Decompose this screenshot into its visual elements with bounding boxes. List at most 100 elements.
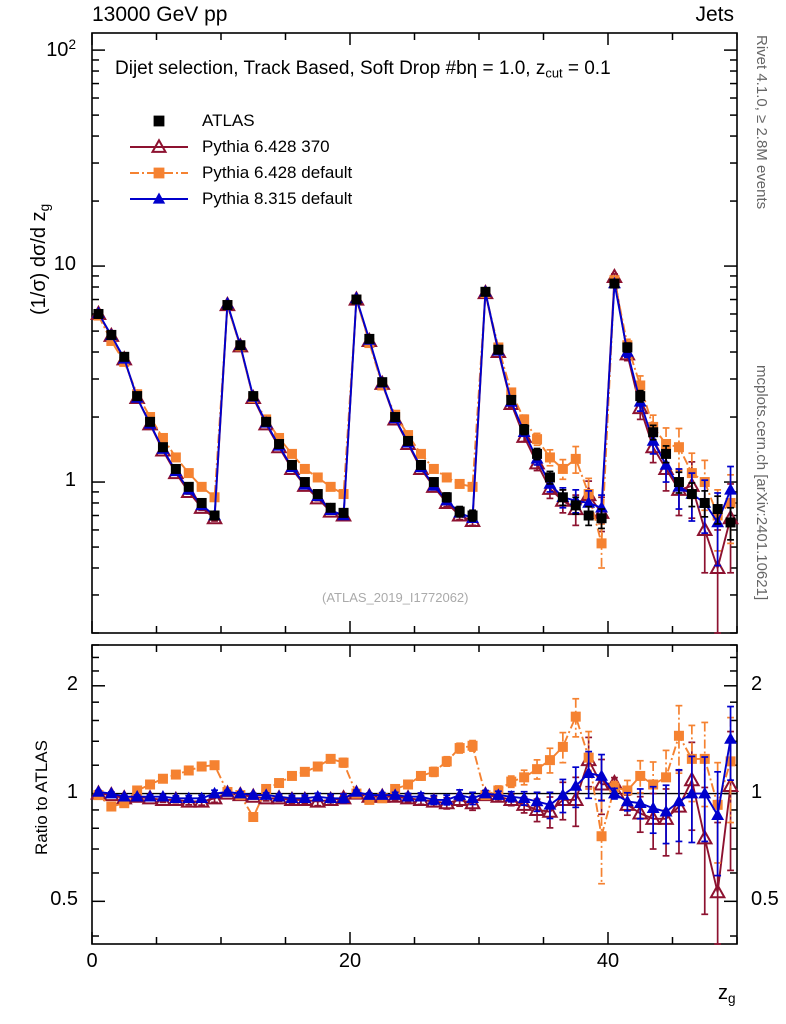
data-marker	[415, 770, 426, 781]
data-marker	[543, 798, 557, 810]
data-marker	[544, 755, 555, 766]
data-marker	[299, 766, 310, 777]
data-marker	[196, 497, 207, 508]
legend-item[interactable]: ATLAS	[128, 108, 352, 134]
legend-item[interactable]: Pythia 6.428 370	[128, 134, 352, 160]
data-marker	[466, 791, 479, 804]
data-marker	[248, 812, 259, 823]
ratio-y-tick-label: 1	[751, 780, 763, 803]
data-marker	[659, 804, 673, 817]
data-marker	[119, 798, 130, 809]
data-marker	[106, 801, 117, 812]
data-marker	[325, 753, 336, 764]
data-marker	[635, 391, 646, 402]
data-marker	[106, 335, 117, 346]
data-marker	[208, 786, 221, 799]
data-marker	[364, 333, 375, 344]
data-marker	[570, 500, 581, 511]
data-marker	[312, 472, 323, 483]
data-marker	[169, 791, 183, 804]
series-line	[97, 276, 732, 572]
data-marker	[170, 769, 181, 780]
data-marker	[375, 788, 389, 800]
data-marker	[106, 329, 117, 340]
data-marker	[557, 741, 568, 752]
data-marker	[596, 513, 607, 524]
data-marker	[699, 497, 710, 508]
data-marker	[156, 789, 170, 802]
data-marker	[298, 791, 312, 804]
data-marker	[696, 829, 714, 845]
data-marker	[648, 779, 659, 790]
data-marker	[117, 789, 131, 802]
data-marker	[622, 785, 633, 796]
data-marker	[286, 459, 297, 470]
legend-glyph-square-filled	[153, 115, 165, 127]
legend-item[interactable]: Pythia 8.315 default	[128, 186, 352, 212]
data-marker	[428, 463, 439, 474]
data-marker	[235, 340, 246, 351]
data-marker	[479, 786, 492, 799]
legend-label: Pythia 6.428 370	[202, 137, 330, 156]
ratio-y-tick-label: 0.5	[50, 888, 78, 911]
legend: ATLAS Pythia 6.428 370 Pythia 6.428 defaul…	[128, 108, 352, 212]
data-marker	[661, 772, 672, 783]
header-right: Jets	[695, 3, 734, 26]
data-marker	[532, 448, 543, 459]
data-marker	[377, 377, 388, 388]
data-marker	[414, 789, 428, 802]
data-marker	[272, 789, 286, 802]
data-marker	[570, 711, 581, 722]
data-marker	[209, 492, 220, 503]
data-marker	[595, 769, 608, 781]
data-marker	[711, 808, 725, 820]
data-marker	[286, 448, 297, 459]
data-marker	[350, 785, 363, 797]
data-marker	[233, 786, 247, 799]
data-marker	[685, 786, 699, 799]
x-axis-label: zg	[718, 982, 736, 1006]
data-marker	[324, 791, 338, 804]
data-marker	[286, 770, 297, 781]
legend-item[interactable]: Pythia 6.428 default	[128, 160, 352, 186]
data-marker	[157, 442, 168, 453]
data-marker	[182, 791, 196, 804]
data-marker	[493, 344, 504, 355]
data-marker	[480, 286, 491, 297]
data-marker	[401, 789, 415, 802]
data-marker	[428, 477, 439, 488]
data-marker	[506, 387, 517, 398]
x-tick-label: 20	[338, 950, 362, 972]
data-marker	[467, 481, 478, 492]
data-marker	[338, 757, 349, 768]
data-marker	[532, 764, 543, 775]
data-marker	[673, 442, 684, 453]
data-marker	[570, 453, 581, 464]
data-marker	[725, 517, 736, 528]
data-marker	[440, 793, 454, 805]
data-marker	[132, 391, 143, 402]
x-tick-label: 40	[596, 950, 620, 972]
data-marker	[157, 432, 168, 443]
data-marker	[557, 492, 568, 503]
data-marker	[261, 416, 272, 427]
data-marker	[648, 427, 659, 438]
data-marker	[248, 391, 259, 402]
legend-label: Pythia 8.315 default	[202, 189, 353, 208]
data-marker	[530, 794, 544, 807]
data-marker	[698, 786, 712, 799]
data-marker	[583, 510, 594, 521]
data-marker	[403, 435, 414, 446]
data-marker	[183, 765, 194, 776]
legend-glyph-square-filled	[130, 167, 188, 179]
data-marker	[506, 394, 517, 405]
data-marker	[441, 472, 452, 483]
legend-glyph-triangle-open	[130, 138, 188, 153]
data-marker	[491, 788, 505, 800]
data-marker	[157, 773, 168, 784]
y-tick-label: 10	[53, 253, 76, 276]
data-marker	[659, 458, 673, 470]
ratio-y-tick-label: 2	[66, 672, 78, 695]
data-marker	[635, 380, 646, 391]
data-marker	[517, 791, 531, 804]
